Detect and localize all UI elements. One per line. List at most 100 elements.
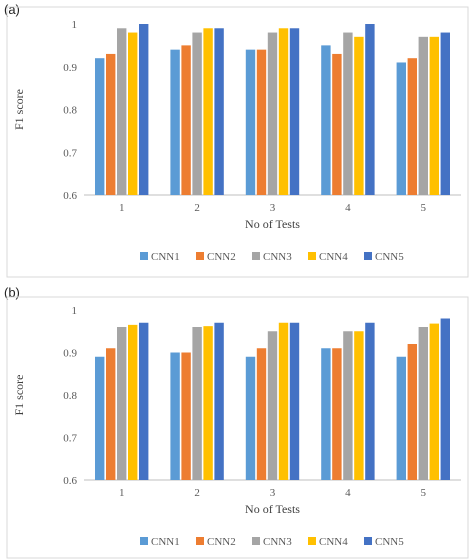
bar-cnn3-test-5 [418, 36, 428, 196]
bar-cnn5-test-2 [214, 322, 224, 480]
y-tick-label: 0.6 [63, 190, 77, 202]
bar-cnn2-test-5 [407, 344, 417, 480]
bar-cnn5-test-2 [214, 28, 224, 196]
y-axis-title: F1 score [12, 89, 26, 130]
y-axis-title: F1 score [12, 375, 26, 416]
bar-cnn2-test-3 [256, 348, 267, 480]
bar-cnn1-test-3 [245, 356, 256, 480]
x-tick-label: 4 [345, 487, 351, 499]
bar-cnn4-test-4 [354, 331, 364, 480]
y-tick-label: 0.7 [63, 147, 77, 159]
bar-cnn3-test-3 [267, 331, 278, 480]
legend-swatch-cnn3 [252, 537, 260, 545]
bar-cnn4-test-1 [128, 32, 138, 195]
y-tick-label: 0.8 [63, 105, 77, 117]
legend-label-cnn1: CNN1 [151, 251, 180, 263]
bar-cnn3-test-4 [343, 331, 353, 480]
bar-cnn4-test-3 [278, 322, 289, 480]
x-tick-label: 5 [421, 202, 427, 214]
bar-cnn2-test-1 [106, 348, 116, 480]
bar-cnn4-test-3 [278, 28, 289, 196]
bar-cnn1-test-4 [321, 348, 331, 480]
legend-label-cnn2: CNN2 [207, 536, 236, 548]
bar-cnn3-test-3 [267, 32, 278, 195]
legend-label-cnn4: CNN4 [319, 536, 348, 548]
legend-label-cnn3: CNN3 [263, 536, 292, 548]
bar-cnn1-test-2 [170, 49, 180, 196]
bar-cnn3-test-1 [117, 327, 127, 480]
y-tick-label: 0.9 [63, 62, 77, 74]
bar-cnn1-test-4 [321, 45, 331, 195]
bar-cnn2-test-2 [181, 352, 191, 480]
bar-cnn4-test-4 [354, 36, 364, 196]
legend-swatch-cnn4 [308, 537, 316, 545]
y-tick-label: 1 [72, 305, 78, 317]
x-tick-label: 4 [345, 202, 351, 214]
legend-swatch-cnn5 [364, 252, 372, 260]
bar-cnn2-test-5 [407, 58, 417, 196]
bar-cnn1-test-2 [170, 352, 180, 480]
legend-swatch-cnn1 [140, 252, 148, 260]
bar-cnn2-test-3 [256, 49, 267, 196]
bar-cnn2-test-2 [181, 45, 191, 195]
legend-swatch-cnn5 [364, 537, 372, 545]
bar-cnn4-test-5 [429, 36, 439, 196]
bar-cnn4-test-2 [203, 28, 213, 196]
x-axis-title: No of Tests [245, 502, 300, 516]
bar-cnn3-test-5 [418, 327, 428, 480]
legend-label-cnn3: CNN3 [263, 251, 292, 263]
bar-cnn2-test-4 [332, 53, 342, 195]
bar-cnn1-test-1 [95, 58, 105, 196]
y-tick-label: 1 [72, 19, 78, 31]
bar-cnn1-test-5 [396, 62, 406, 195]
bar-cnn5-test-5 [440, 32, 450, 195]
bar-cnn5-test-1 [139, 24, 149, 195]
bar-cnn4-test-2 [203, 326, 213, 480]
legend-swatch-cnn2 [196, 252, 204, 260]
bar-cnn2-test-4 [332, 348, 342, 480]
bar-cnn4-test-1 [128, 324, 138, 480]
bar-cnn5-test-4 [365, 322, 375, 480]
x-tick-label: 2 [194, 202, 200, 214]
legend-swatch-cnn4 [308, 252, 316, 260]
bar-cnn2-test-1 [106, 53, 116, 195]
legend-swatch-cnn3 [252, 252, 260, 260]
bar-cnn5-test-1 [139, 322, 149, 480]
bar-chart-a: 0.6 0.7 0.8 0.9 1 1 2 3 4 5 F1 score No of Tests CNN… [6, 6, 469, 278]
bar-cnn1-test-3 [245, 49, 256, 196]
legend-swatch-cnn1 [140, 537, 148, 545]
y-tick-label: 0.7 [63, 433, 77, 445]
legend-label-cnn2: CNN2 [207, 251, 236, 263]
bar-cnn5-test-5 [440, 318, 450, 480]
bar-cnn4-test-5 [429, 323, 439, 480]
chart-frame [6, 6, 469, 278]
panel-label-b: (b) [4, 285, 20, 300]
bar-cnn5-test-3 [289, 28, 300, 196]
y-tick-label: 0.8 [63, 390, 77, 402]
x-tick-label: 1 [119, 202, 125, 214]
x-tick-label: 5 [421, 487, 427, 499]
y-tick-label: 0.6 [63, 475, 77, 487]
bar-cnn3-test-2 [192, 327, 202, 480]
x-axis-title: No of Tests [245, 217, 300, 231]
bar-chart-b: 0.6 0.7 0.8 0.9 1 1 2 3 4 5 F1 score No of Tests CNN… [6, 296, 469, 559]
bar-cnn3-test-1 [117, 28, 127, 196]
legend-label-cnn5: CNN5 [375, 251, 404, 263]
legend-label-cnn5: CNN5 [375, 536, 404, 548]
legend-label-cnn1: CNN1 [151, 536, 180, 548]
chart-frame [6, 296, 469, 559]
bar-cnn3-test-2 [192, 32, 202, 195]
panel-label-a: (a) [4, 2, 20, 17]
bar-cnn1-test-5 [396, 356, 406, 480]
legend-swatch-cnn2 [196, 537, 204, 545]
bar-cnn5-test-3 [289, 322, 300, 480]
bar-cnn1-test-1 [95, 356, 105, 480]
bar-cnn5-test-4 [365, 24, 375, 195]
x-tick-label: 3 [270, 202, 276, 214]
bar-cnn3-test-4 [343, 32, 353, 195]
x-tick-label: 2 [194, 487, 200, 499]
x-tick-label: 1 [119, 487, 125, 499]
y-tick-label: 0.9 [63, 348, 77, 360]
x-tick-label: 3 [270, 487, 276, 499]
legend-label-cnn4: CNN4 [319, 251, 348, 263]
